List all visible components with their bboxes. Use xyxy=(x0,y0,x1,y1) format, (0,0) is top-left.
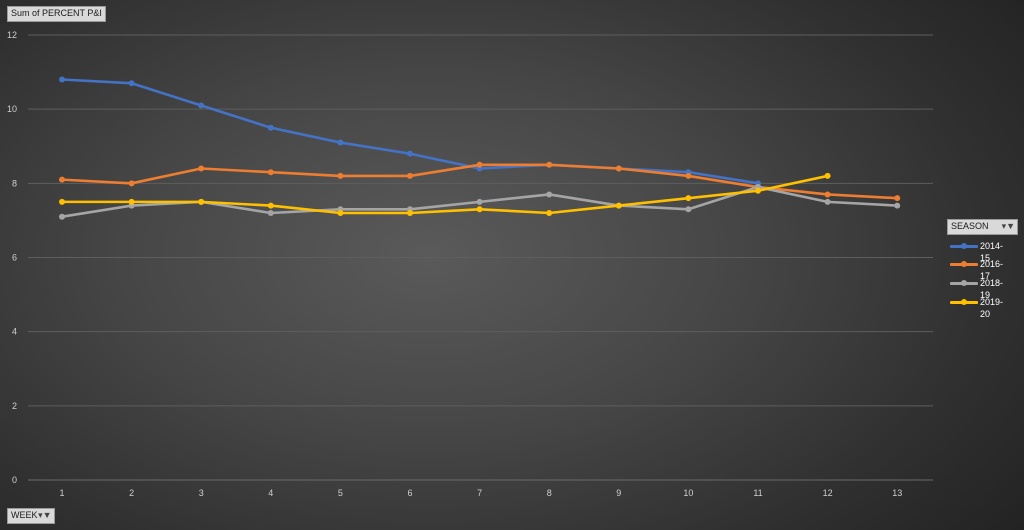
legend-label: 2019-20 xyxy=(980,297,1004,319)
y-tick-label: 10 xyxy=(7,104,17,114)
data-point[interactable] xyxy=(59,213,65,220)
data-point[interactable] xyxy=(685,172,692,179)
legend-label: 2016-17 xyxy=(980,259,1004,281)
series-lines xyxy=(59,76,901,220)
legend-swatch xyxy=(950,243,978,249)
data-point[interactable] xyxy=(59,76,65,83)
data-point[interactable] xyxy=(337,210,344,216)
data-point[interactable] xyxy=(476,161,483,168)
x-tick-label: 13 xyxy=(892,488,902,498)
data-point[interactable] xyxy=(198,102,205,109)
gridlines xyxy=(28,34,933,481)
data-point[interactable] xyxy=(615,165,622,172)
legend-field-label: SEASON xyxy=(951,221,989,231)
x-axis-ticks: 1 2 3 4 5 6 7 8 9 10 11 12 13 xyxy=(59,488,902,498)
axis-field-button[interactable]: WEEK ▾▼ xyxy=(7,508,55,524)
x-tick-label: 9 xyxy=(616,488,621,498)
y-tick-label: 12 xyxy=(7,30,17,40)
data-point[interactable] xyxy=(824,172,831,179)
data-point[interactable] xyxy=(407,172,413,179)
data-point[interactable] xyxy=(615,202,622,209)
data-point[interactable] xyxy=(59,176,65,183)
x-tick-label: 5 xyxy=(338,488,343,498)
x-tick-label: 11 xyxy=(753,488,762,498)
legend-label: 2018-19 xyxy=(980,278,1004,300)
x-tick-label: 8 xyxy=(547,488,552,498)
series-line xyxy=(60,78,760,185)
y-tick-label: 8 xyxy=(12,178,17,188)
values-field-label: Sum of PERCENT P&I xyxy=(11,8,102,18)
y-axis-ticks: 0 2 4 6 8 10 12 xyxy=(7,30,17,485)
y-tick-label: 2 xyxy=(12,401,17,411)
data-point[interactable] xyxy=(685,195,692,202)
data-point[interactable] xyxy=(128,198,135,205)
data-point[interactable] xyxy=(337,172,344,179)
series-2019-20 xyxy=(59,172,831,216)
data-point[interactable] xyxy=(267,202,274,209)
data-point[interactable] xyxy=(755,187,761,194)
data-point[interactable] xyxy=(546,191,553,198)
legend-swatch xyxy=(950,280,978,286)
data-point[interactable] xyxy=(407,150,413,157)
data-point[interactable] xyxy=(337,139,344,146)
legend-label: 2014-15 xyxy=(980,241,1004,263)
x-tick-label: 1 xyxy=(59,488,64,498)
data-point[interactable] xyxy=(407,210,413,216)
data-point[interactable] xyxy=(267,124,274,131)
data-point[interactable] xyxy=(824,198,831,205)
data-point[interactable] xyxy=(476,206,483,213)
x-tick-label: 2 xyxy=(129,488,134,498)
data-point[interactable] xyxy=(476,198,483,205)
data-point[interactable] xyxy=(546,161,553,168)
values-field-button[interactable]: Sum of PERCENT P&I xyxy=(7,6,106,22)
data-point[interactable] xyxy=(685,206,692,213)
data-point[interactable] xyxy=(128,80,135,87)
series-2016-17 xyxy=(59,161,901,202)
data-point[interactable] xyxy=(267,169,274,176)
data-point[interactable] xyxy=(267,210,274,216)
legend-swatch xyxy=(950,261,978,267)
data-point[interactable] xyxy=(894,202,901,209)
x-tick-label: 7 xyxy=(477,488,482,498)
series-line xyxy=(60,174,829,215)
data-point[interactable] xyxy=(546,210,553,216)
data-point[interactable] xyxy=(198,198,205,205)
legend-field-button[interactable]: SEASON ▾▼ xyxy=(947,219,1018,235)
data-point[interactable] xyxy=(128,180,135,187)
data-point[interactable] xyxy=(894,195,901,202)
x-tick-label: 12 xyxy=(823,488,833,498)
data-point[interactable] xyxy=(824,191,831,198)
y-tick-label: 4 xyxy=(12,327,17,337)
x-tick-label: 3 xyxy=(199,488,204,498)
x-tick-label: 6 xyxy=(407,488,412,498)
filter-dropdown-icon[interactable]: ▾▼ xyxy=(1001,221,1015,231)
data-point[interactable] xyxy=(198,165,205,172)
y-tick-label: 6 xyxy=(12,253,17,263)
data-point[interactable] xyxy=(59,198,65,205)
x-tick-label: 10 xyxy=(683,488,693,498)
x-tick-label: 4 xyxy=(268,488,273,498)
series-2014-15 xyxy=(59,76,761,187)
filter-dropdown-icon[interactable]: ▾▼ xyxy=(38,510,52,520)
y-tick-label: 0 xyxy=(12,475,17,485)
axis-field-label: WEEK xyxy=(11,510,38,520)
legend-swatch xyxy=(950,299,978,305)
